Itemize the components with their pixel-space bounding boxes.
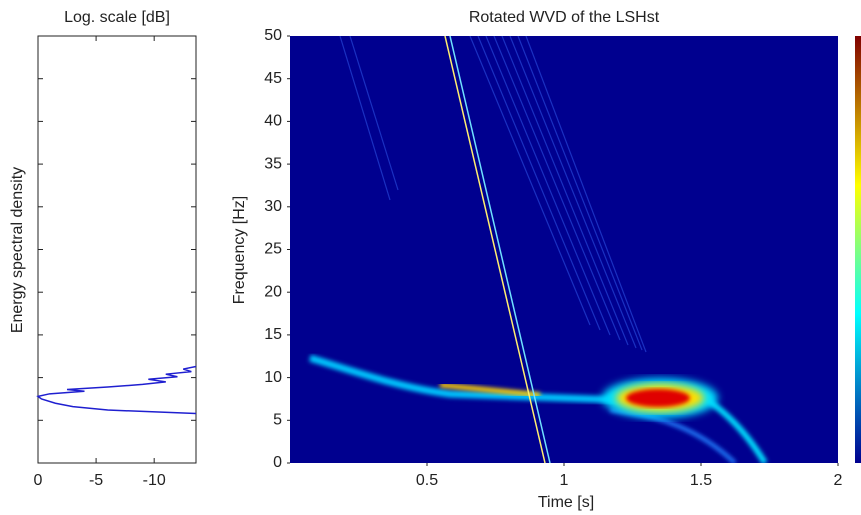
ridge [308,354,621,404]
y-tick-label: 5 [273,412,282,429]
x-tick-label: 1.5 [690,472,712,489]
y-tick-label: 30 [264,198,282,215]
x-tick-label: -5 [89,472,103,489]
heatmap-image [308,36,768,463]
chirp-line [449,36,551,463]
y-tick-label: 45 [264,70,282,87]
chart-title: Rotated WVD of the LSHst [469,9,660,26]
y-tick-label: 25 [264,241,282,258]
x-tick-label: 2 [834,472,843,489]
x-tick-label: 0 [34,472,43,489]
y-tick-label: 40 [264,113,282,130]
y-tick-label: 20 [264,283,282,300]
energy-blob [626,389,690,407]
plot-frame [37,35,197,464]
y-axis-label: Energy spectral density [9,167,26,333]
ridge [439,382,541,398]
heatmap-background [290,36,838,463]
interference-stripes [339,36,647,353]
y-tick-label: 35 [264,155,282,172]
y-tick-label: 10 [264,369,282,386]
esd-line [36,365,197,415]
chart-title: Log. scale [dB] [64,9,170,26]
x-axis-label: Time [s] [538,494,594,511]
y-tick-label: 50 [264,27,282,44]
y-tick-label: 15 [264,326,282,343]
x-tick-label: -10 [143,472,166,489]
x-tick-label: 1 [560,472,569,489]
x-tick-label: 0.5 [416,472,438,489]
colorbar [855,36,861,463]
y-axis-label: Frequency [Hz] [231,196,248,304]
y-tick-label: 0 [273,454,282,471]
chirp-line [444,36,546,463]
